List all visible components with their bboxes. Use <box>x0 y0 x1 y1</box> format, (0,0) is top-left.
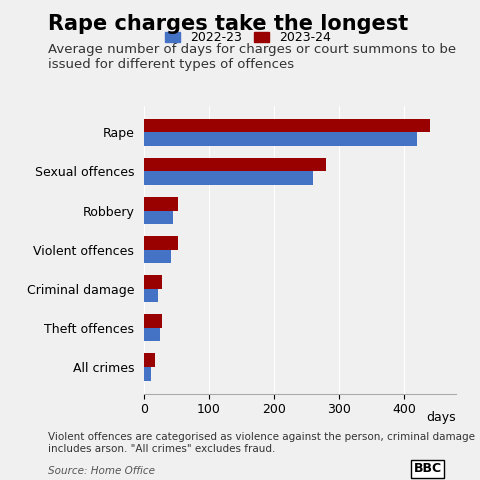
Text: days: days <box>426 411 456 424</box>
Legend: 2022-23, 2023-24: 2022-23, 2023-24 <box>165 31 331 44</box>
Bar <box>144 119 430 132</box>
Bar <box>144 275 162 288</box>
Bar <box>144 353 155 367</box>
Bar <box>144 367 151 381</box>
Text: Rape charges take the longest: Rape charges take the longest <box>48 14 408 35</box>
Bar <box>144 250 171 263</box>
Text: Source: Home Office: Source: Home Office <box>48 466 155 476</box>
Bar <box>144 288 158 302</box>
Bar <box>144 158 326 171</box>
Text: Average number of days for charges or court summons to be
issued for different t: Average number of days for charges or co… <box>48 43 456 71</box>
Bar <box>144 171 313 185</box>
Bar <box>144 132 417 146</box>
Bar <box>144 197 178 211</box>
Bar <box>144 236 178 250</box>
Text: Violent offences are categorised as violence against the person, criminal damage: Violent offences are categorised as viol… <box>48 432 475 454</box>
Bar <box>144 314 162 328</box>
Bar <box>144 328 160 341</box>
Bar <box>144 211 173 224</box>
Text: BBC: BBC <box>413 462 442 475</box>
